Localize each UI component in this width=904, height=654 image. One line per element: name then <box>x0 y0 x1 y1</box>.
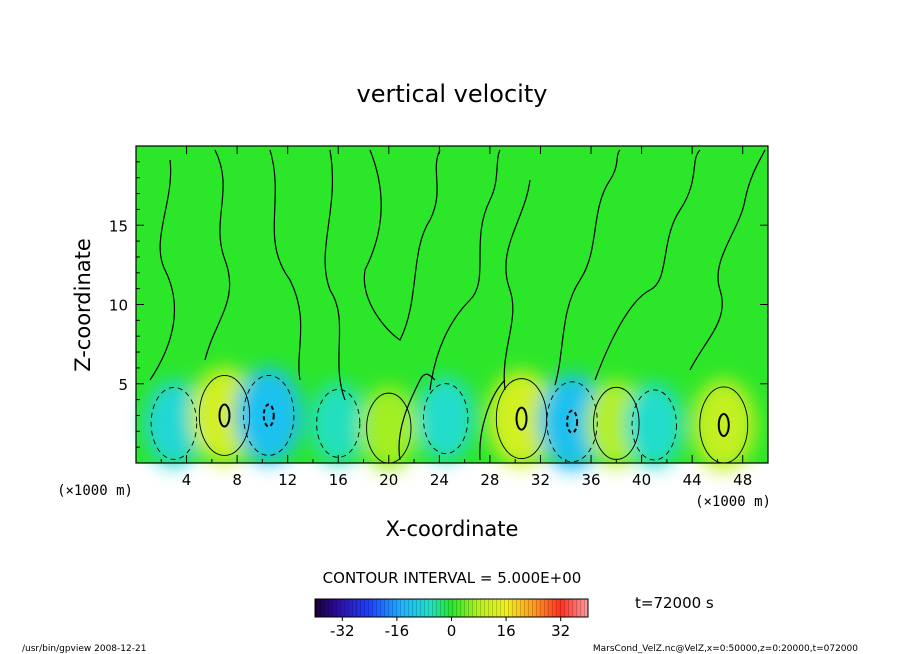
cell-contour-outer <box>316 388 361 458</box>
colorbar-ticks: -32 -16 0 16 32 <box>330 617 570 640</box>
x-tick-label: 44 <box>683 471 702 489</box>
contour-line <box>479 379 506 461</box>
y-tick-label: 10 <box>109 297 128 315</box>
x-tick-label: 40 <box>632 471 651 489</box>
cell-contour-inner <box>218 403 231 428</box>
cell-contour-inner <box>717 412 730 437</box>
velocity-cells <box>143 367 756 471</box>
x-axis-ticks: 4 8 12 16 20 24 28 32 36 40 44 48 <box>160 146 752 489</box>
contour-line <box>503 179 531 391</box>
velocity-cell <box>416 376 475 462</box>
y-tick-label: 15 <box>109 217 128 235</box>
velocity-cell <box>234 367 303 464</box>
cell-contour-inner <box>515 406 528 431</box>
cell-contour-outer <box>198 375 251 456</box>
cell-contour-outer <box>546 381 598 463</box>
contour-line <box>204 149 231 361</box>
cell-contour-outer <box>243 375 295 456</box>
y-tick-label: 5 <box>118 376 128 394</box>
contour-line <box>398 373 436 461</box>
x-tick-label: 8 <box>232 471 242 489</box>
cell-contour-outer <box>631 389 677 461</box>
contour-line <box>594 149 701 381</box>
colorbar-tick-label: 0 <box>447 622 457 640</box>
contour-lines <box>149 149 766 464</box>
x-axis-unit: (×1000 m) <box>695 494 771 510</box>
footer-left: /usr/bin/gpview 2008-12-21 <box>22 644 146 654</box>
x-tick-label: 24 <box>430 471 449 489</box>
velocity-cell <box>310 382 367 465</box>
velocity-cell <box>487 370 556 468</box>
y-axis-unit: (×1000 m) <box>57 483 133 499</box>
footer-right: MarsCond_VelZ.nc@VelZ,x=0:50000,z=0:2000… <box>593 644 858 654</box>
x-tick-label: 16 <box>329 471 348 489</box>
cell-contour-inner <box>262 403 275 428</box>
velocity-cell <box>691 378 756 471</box>
contour-line <box>149 159 176 381</box>
y-axis-ticks: 5 10 15 <box>109 161 768 448</box>
colorbar-tick-label: 32 <box>551 622 570 640</box>
colorbar: -32 -16 0 16 32 <box>314 598 589 640</box>
x-tick-label: 28 <box>480 471 499 489</box>
velocity-cell <box>625 382 684 468</box>
contour-line <box>429 149 501 391</box>
contour-line <box>363 149 441 341</box>
velocity-cell <box>538 373 607 471</box>
time-label: t=72000 s <box>635 594 714 612</box>
x-tick-label: 48 <box>733 471 752 489</box>
x-tick-label: 12 <box>278 471 297 489</box>
cell-contour-outer <box>150 386 198 460</box>
x-tick-label: 20 <box>379 471 398 489</box>
x-tick-label: 36 <box>581 471 600 489</box>
x-tick-label: 32 <box>531 471 550 489</box>
velocity-cell <box>143 379 204 467</box>
velocity-cell <box>359 385 418 471</box>
contour-line <box>324 149 346 401</box>
cell-contour-inner <box>566 409 579 434</box>
contour-line <box>689 149 766 371</box>
colorbar-stripes <box>315 599 588 617</box>
x-tick-label: 4 <box>182 471 192 489</box>
cell-contour-outer <box>495 378 548 460</box>
colorbar-tick-label: -32 <box>330 622 355 640</box>
x-axis-label: X-coordinate <box>386 517 519 541</box>
colorbar-tick-label: -16 <box>385 622 410 640</box>
contour-interval-label: CONTOUR INTERVAL = 5.000E+00 <box>323 569 582 587</box>
y-axis-label: Z-coordinate <box>71 238 95 372</box>
contour-line <box>554 149 621 386</box>
contour-line <box>269 149 302 381</box>
chart-title: vertical velocity <box>357 80 548 108</box>
colorbar-tick-label: 16 <box>497 622 516 640</box>
cell-contour-outer <box>423 383 469 455</box>
